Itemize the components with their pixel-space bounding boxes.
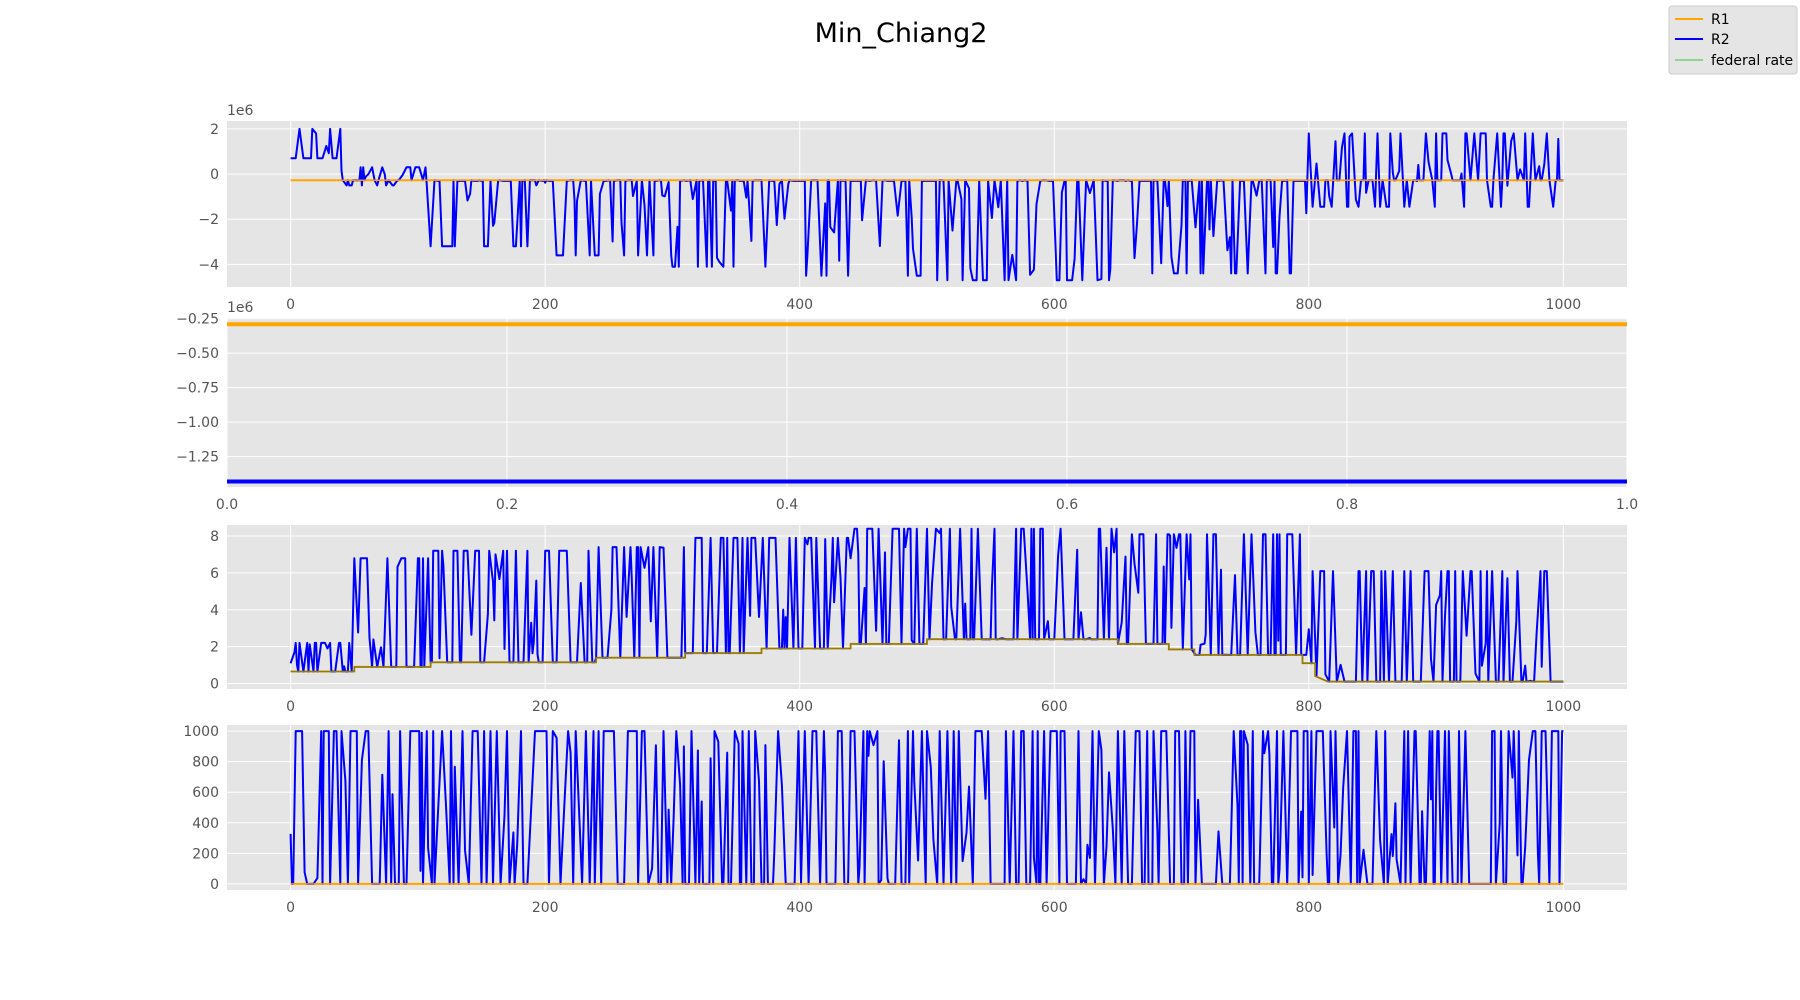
x-tick-label: 1.0 [1616, 497, 1638, 513]
x-tick-label: 0 [286, 699, 295, 715]
y-tick-label: 200 [192, 846, 219, 862]
x-tick-label: 600 [1041, 699, 1068, 715]
x-tick-label: 800 [1295, 297, 1322, 313]
figure-title: Min_Chiang2 [815, 18, 988, 49]
legend: R1 R2 federal rate [1668, 5, 1798, 75]
x-tick-label: 0.8 [1336, 497, 1358, 513]
x-tick-label: 400 [786, 900, 813, 916]
y-tick-label: −1.00 [176, 415, 219, 431]
y-tick-label: −4 [198, 257, 219, 273]
x-tick-label: 400 [786, 297, 813, 313]
series-group [289, 527, 1564, 683]
x-tick-label: 1000 [1546, 900, 1582, 916]
chart-panel-3: 0 200 400 600 800 1000 0 2 4 6 8 [210, 525, 1627, 715]
legend-label-r1: R1 [1711, 12, 1730, 28]
x-tick-label: 1000 [1546, 699, 1582, 715]
x-tick-label: 200 [532, 900, 559, 916]
y-tick-label: 0 [210, 676, 219, 692]
plot-area [227, 121, 1627, 287]
x-tick-label: 0.4 [776, 497, 798, 513]
legend-label-federal-rate: federal rate [1711, 53, 1793, 69]
x-tick-label: 800 [1295, 699, 1322, 715]
axis-offset-label: 1e6 [227, 300, 254, 316]
x-tick-label: 0 [286, 297, 295, 313]
chart-panel-1: 0 200 400 600 800 1000 2 0 −2 −4 1e6 [198, 103, 1627, 313]
chart-panel-4: 0 200 400 600 800 1000 1000 800 600 400 200 0 [183, 724, 1627, 916]
y-tick-label: 0 [210, 167, 219, 183]
y-tick-label: 400 [192, 816, 219, 832]
x-tick-label: 200 [532, 297, 559, 313]
series-group [289, 730, 1564, 885]
y-tick-label: −1.25 [176, 450, 219, 466]
x-tick-label: 1000 [1546, 297, 1582, 313]
x-tick-label: 0.2 [496, 497, 518, 513]
y-tick-label: −0.50 [176, 346, 219, 362]
x-tick-label: 0 [286, 900, 295, 916]
x-tick-label: 0.0 [216, 497, 238, 513]
y-tick-label: −2 [198, 212, 219, 228]
axis-offset-label: 1e6 [227, 103, 254, 119]
chart-panel-2: 0.0 0.2 0.4 0.6 0.8 1.0 −0.25 −0.50 −0.75 −1.00 −1… [176, 300, 1638, 513]
y-tick-label: 1000 [183, 724, 219, 740]
plot-area [227, 318, 1627, 487]
y-tick-label: 2 [210, 640, 219, 656]
series-line-r1-overlay [290, 638, 1564, 683]
y-tick-label: 2 [210, 122, 219, 138]
y-tick-label: 600 [192, 785, 219, 801]
y-tick-label: −0.75 [176, 381, 219, 397]
x-tick-label: 0.6 [1056, 497, 1078, 513]
y-tick-label: 0 [210, 877, 219, 893]
x-tick-label: 400 [786, 699, 813, 715]
series-line-r2 [289, 730, 1564, 885]
x-tick-label: 600 [1041, 900, 1068, 916]
legend-label-r2: R2 [1711, 32, 1730, 48]
x-tick-label: 200 [532, 699, 559, 715]
y-tick-label: 8 [210, 529, 219, 545]
x-tick-label: 800 [1295, 900, 1322, 916]
x-tick-label: 600 [1041, 297, 1068, 313]
y-tick-label: −0.25 [176, 312, 219, 328]
y-tick-label: 6 [210, 566, 219, 582]
legend-frame [1668, 5, 1798, 75]
series-group [227, 322, 1627, 484]
y-tick-label: 4 [210, 603, 219, 619]
y-tick-label: 800 [192, 755, 219, 771]
series-group [290, 127, 1564, 282]
